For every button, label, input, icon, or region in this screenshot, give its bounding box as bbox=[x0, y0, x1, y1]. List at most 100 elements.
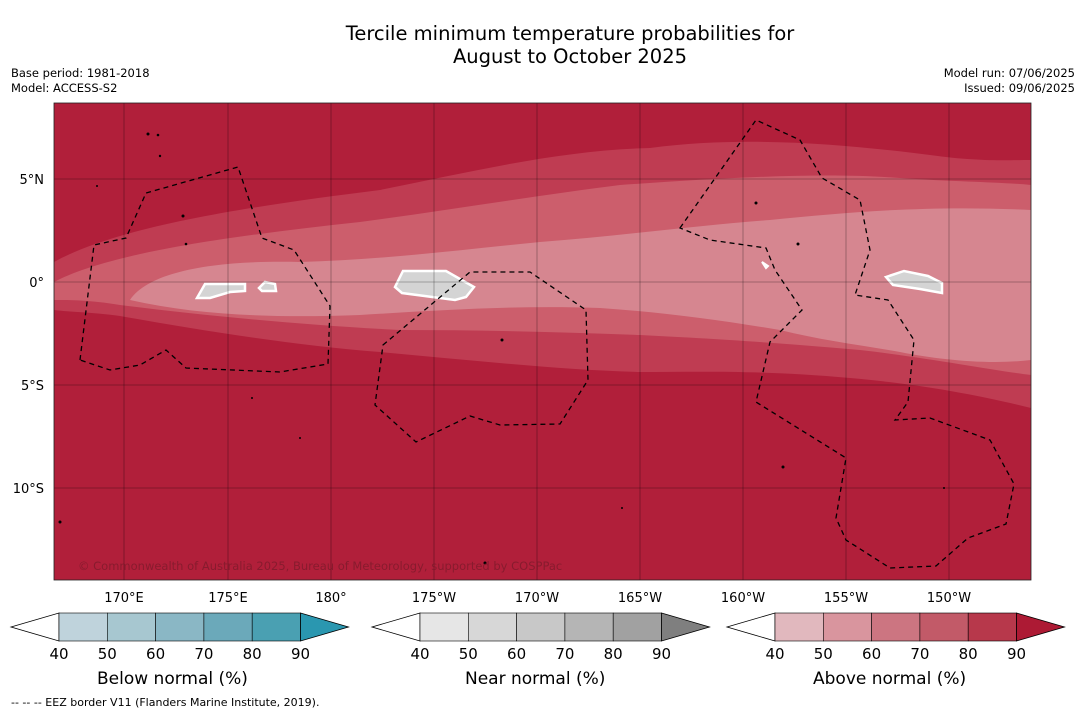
colorbar-segment bbox=[919, 612, 969, 642]
colorbar-segment bbox=[107, 612, 156, 642]
colorbar-segment bbox=[203, 612, 253, 642]
base-period: Base period: 1981-2018 bbox=[11, 66, 150, 80]
lon-label: 150°W bbox=[927, 591, 971, 606]
lon-label: 175°W bbox=[412, 591, 456, 606]
near-normal-patch bbox=[883, 269, 944, 295]
colorbar-extend-high bbox=[661, 612, 711, 642]
colorbar-segment bbox=[58, 612, 108, 642]
island bbox=[754, 201, 758, 205]
lat-label: 10°S bbox=[13, 482, 44, 497]
eez-borders bbox=[79, 119, 1015, 569]
colorbar-tick-label: 40 bbox=[49, 645, 68, 663]
colorbar-tick-label: 80 bbox=[959, 645, 978, 663]
colorbar-segment bbox=[564, 612, 614, 642]
island bbox=[96, 185, 98, 187]
island bbox=[483, 561, 487, 565]
issued-date: Issued: 09/06/2025 bbox=[964, 80, 1075, 95]
colorbar-above-normal: 40 50 60 70 80 90 bbox=[725, 612, 1066, 663]
near-normal-patch bbox=[393, 269, 476, 302]
lat-label: 5°N bbox=[20, 173, 45, 188]
eez-border bbox=[374, 271, 589, 443]
island bbox=[156, 133, 160, 137]
island bbox=[621, 507, 623, 509]
colorbar-extend-low bbox=[370, 612, 421, 642]
lat-label: 5°S bbox=[21, 379, 44, 394]
colorbar-tick-label: 60 bbox=[146, 645, 165, 663]
colorbar-extend-high bbox=[1016, 612, 1066, 642]
island bbox=[299, 437, 301, 439]
colorbar-segment bbox=[516, 612, 566, 642]
colorbar-tick-label: 90 bbox=[1007, 645, 1026, 663]
island bbox=[146, 132, 150, 136]
colorbar-segment bbox=[419, 612, 469, 642]
island bbox=[251, 397, 253, 399]
colorbar-segment bbox=[871, 612, 921, 642]
longitude-labels: 170°E 175°E 180° 175°W 170°W 165°W 160°W… bbox=[104, 591, 971, 606]
lon-label: 160°W bbox=[721, 591, 765, 606]
colorbar-tick-label: 70 bbox=[910, 645, 929, 663]
map-panel bbox=[53, 102, 1032, 581]
island bbox=[184, 242, 188, 246]
colorbar-tick-label: 50 bbox=[814, 645, 833, 663]
near-normal-patch bbox=[257, 280, 278, 293]
eez-border bbox=[79, 166, 331, 373]
lon-label: 175°E bbox=[208, 591, 248, 606]
colorbar-tick-label: 90 bbox=[652, 645, 671, 663]
title-line-1: Tercile minimum temperature probabilitie… bbox=[345, 22, 795, 45]
meta-left: Base period: 1981-2018 Model: ACCESS-S2 bbox=[11, 66, 150, 95]
lon-label: 165°W bbox=[618, 591, 662, 606]
colorbar-near-normal: 40 50 60 70 80 90 bbox=[370, 612, 711, 663]
colorbar-title-below: Below normal (%) bbox=[97, 669, 248, 689]
colorbar-tick-label: 40 bbox=[410, 645, 429, 663]
island bbox=[500, 338, 504, 342]
colorbar-tick-label: 50 bbox=[98, 645, 117, 663]
colorbar-tick-label: 80 bbox=[243, 645, 262, 663]
near-normal-patch bbox=[194, 282, 247, 300]
meta-right: Model run: 07/06/2025 Issued: 09/06/2025 bbox=[944, 66, 1075, 95]
chart-title: Tercile minimum temperature probabilitie… bbox=[0, 22, 1085, 68]
lon-label: 170°W bbox=[515, 591, 559, 606]
colorbar-segment bbox=[155, 612, 205, 642]
colorbar-segment bbox=[251, 612, 301, 642]
lon-label: 170°E bbox=[104, 591, 144, 606]
island bbox=[58, 520, 62, 524]
above-60-band bbox=[130, 208, 1031, 363]
island bbox=[158, 154, 162, 158]
model-name: Model: ACCESS-S2 bbox=[11, 80, 118, 95]
colorbar-extend-low bbox=[9, 612, 60, 642]
lat-label: 0° bbox=[29, 276, 44, 291]
island bbox=[181, 214, 185, 218]
latitude-labels: 5°N 0° 5°S 10°S bbox=[13, 173, 44, 497]
copyright-notice: © Commonwealth of Australia 2025, Bureau… bbox=[78, 559, 563, 573]
colorbar-tick-label: 70 bbox=[555, 645, 574, 663]
near-normal-patches bbox=[194, 261, 944, 302]
lon-label: 155°W bbox=[824, 591, 868, 606]
colorbar-tick-label: 40 bbox=[765, 645, 784, 663]
model-run: Model run: 07/06/2025 bbox=[943, 66, 1075, 80]
colorbar-segment bbox=[467, 612, 517, 642]
colorbar-tick-label: 80 bbox=[604, 645, 623, 663]
colorbar-segment bbox=[967, 612, 1017, 642]
colorbar-segment bbox=[774, 612, 824, 642]
colorbar-title-near: Near normal (%) bbox=[465, 669, 606, 689]
colorbar-tick-label: 60 bbox=[862, 645, 881, 663]
colorbar-extend-high bbox=[300, 612, 350, 642]
island bbox=[781, 465, 785, 469]
island bbox=[796, 242, 800, 246]
colorbar-tick-label: 70 bbox=[194, 645, 213, 663]
eez-footnote: -- -- -- EEZ border V11 (Flanders Marine… bbox=[11, 696, 320, 709]
islands bbox=[58, 132, 945, 565]
map-frame bbox=[53, 102, 1032, 581]
colorbar-tick-label: 60 bbox=[507, 645, 526, 663]
gridlines bbox=[54, 103, 1031, 580]
island bbox=[943, 487, 945, 489]
colorbar-tick-label: 50 bbox=[459, 645, 478, 663]
lon-label: 180° bbox=[315, 591, 346, 606]
colorbar-segment bbox=[612, 612, 662, 642]
colorbar-extend-low bbox=[725, 612, 776, 642]
title-line-2: August to October 2025 bbox=[452, 45, 688, 68]
colorbar-title-above: Above normal (%) bbox=[813, 669, 967, 689]
colorbar-tick-label: 90 bbox=[291, 645, 310, 663]
colorbar-below-normal: 40 50 60 70 80 90 bbox=[9, 612, 350, 663]
